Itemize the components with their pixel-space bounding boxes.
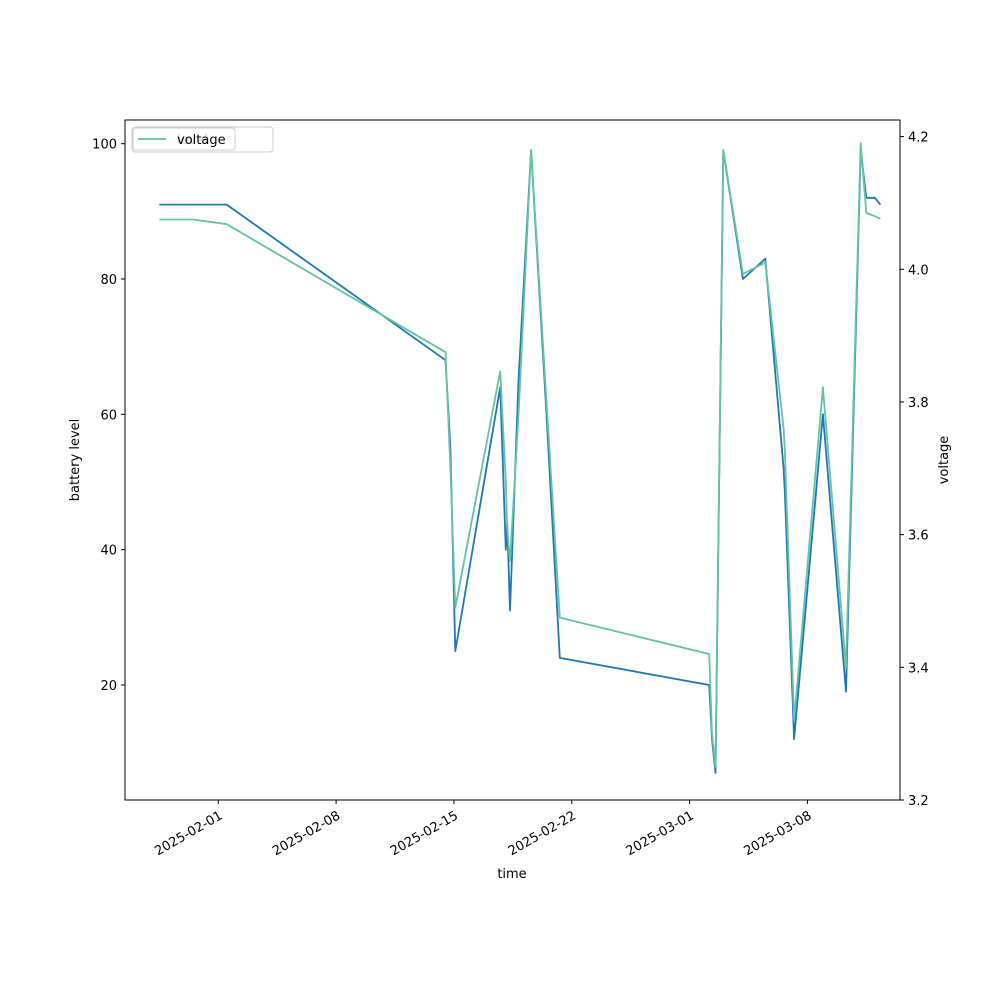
right-axis-ticks: 3.2 3.4 3.6 3.8 4.0 4.2 <box>900 131 929 809</box>
inner-legend-frame <box>132 127 236 151</box>
plot-frame <box>124 119 901 801</box>
right-tick-label: 4.0 <box>908 263 929 278</box>
x-axis-title: time <box>497 867 526 882</box>
right-tick-label: 3.2 <box>908 794 929 809</box>
legend: level voltage <box>131 126 274 153</box>
left-tick-label: 40 <box>100 544 117 559</box>
right-tick-label: 3.8 <box>908 396 929 411</box>
right-tick-label: 4.2 <box>908 131 929 146</box>
right-tick-label: 3.6 <box>908 529 929 544</box>
series-layer <box>159 142 882 774</box>
left-axis-title: battery level <box>68 419 83 502</box>
left-tick-label: 20 <box>100 679 117 694</box>
right-tick-label: 3.4 <box>908 661 929 676</box>
left-tick-label: 60 <box>100 408 117 423</box>
left-axis-ticks: 20 40 60 80 100 <box>92 138 125 694</box>
legend-label-voltage: voltage <box>177 133 226 148</box>
left-tick-label: 80 <box>100 273 117 288</box>
left-tick-label: 100 <box>92 138 117 153</box>
series-line-voltage <box>159 142 881 768</box>
right-axis-title: voltage <box>937 436 952 485</box>
